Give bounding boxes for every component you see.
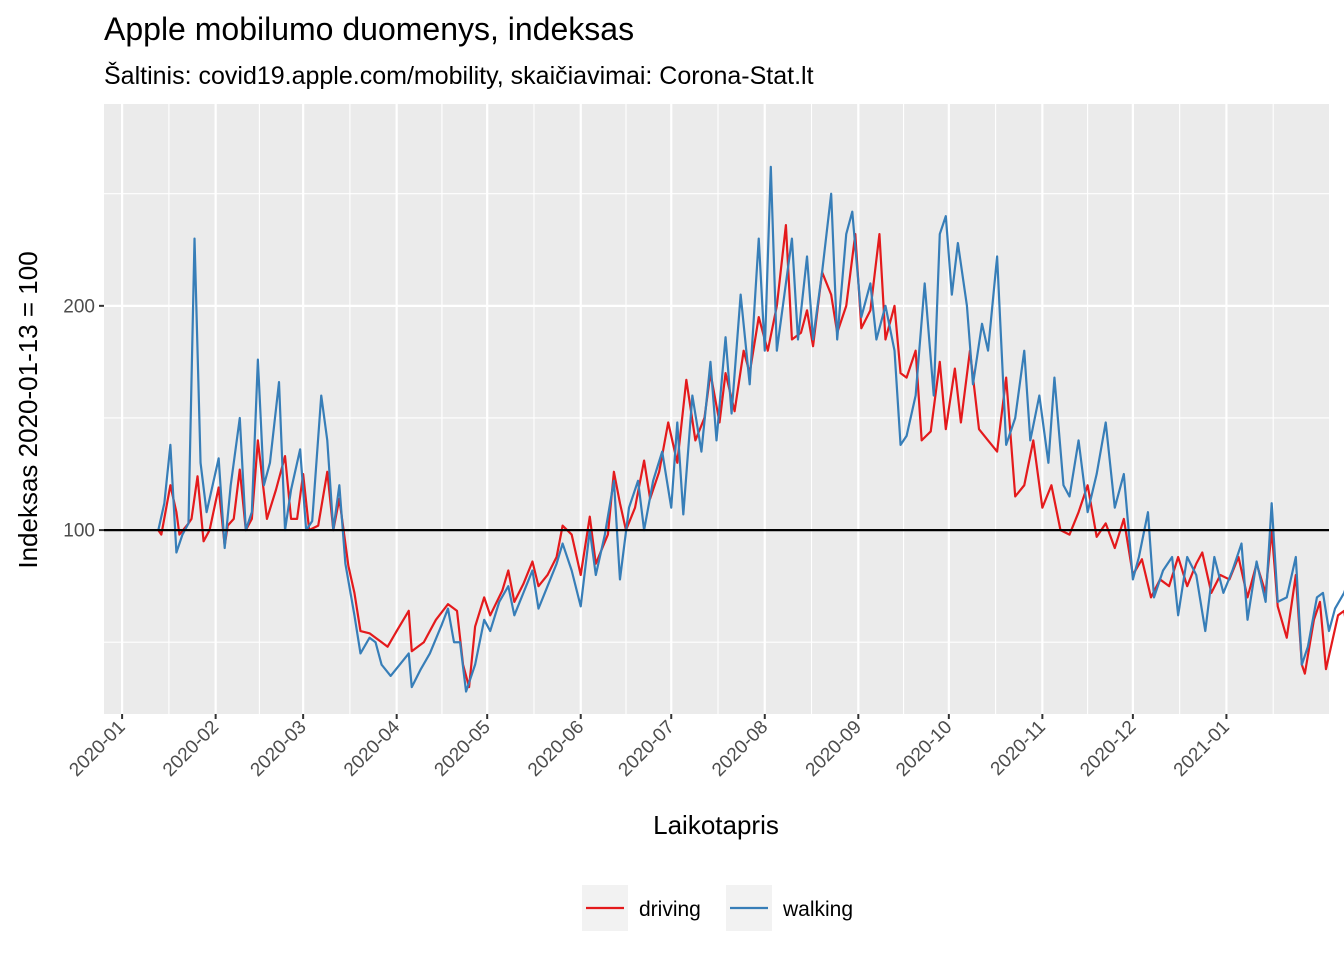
x-tick-label: 2020-02 <box>159 717 223 781</box>
series-line-walking <box>157 165 1344 693</box>
series-layer <box>157 165 1344 693</box>
x-axis: 2020-01 2020-02 2020-03 2020-04 2020-05 2020-… <box>65 714 1234 781</box>
x-tick-label: 2020-01 <box>65 717 129 781</box>
x-tick-label: 2020-06 <box>524 717 588 781</box>
legend-label-walking: walking <box>782 898 853 921</box>
x-tick-label: 2020-05 <box>431 717 495 781</box>
x-tick-label: 2020-04 <box>340 716 404 780</box>
x-tick-label: 2021-01 <box>1170 717 1234 781</box>
x-tick-label: 2020-12 <box>1076 717 1140 781</box>
legend: driving walking <box>582 885 853 931</box>
x-tick-label: 2020-10 <box>892 717 956 781</box>
series-line-driving <box>157 224 1344 689</box>
y-tick-label: 200 <box>63 296 95 317</box>
x-tick-label: 2020-09 <box>802 717 866 781</box>
legend-label-driving: driving <box>639 898 701 921</box>
x-tick-label: 2020-03 <box>247 717 311 781</box>
x-axis-title: Laikotapris <box>653 810 779 840</box>
chart-subtitle: Šaltinis: covid19.apple.com/mobility, sk… <box>104 61 814 90</box>
x-tick-label: 2020-11 <box>987 717 1050 780</box>
chart-title: Apple mobilumo duomenys, indeksas <box>104 11 634 47</box>
y-axis: 100 200 <box>63 296 104 542</box>
y-tick-label: 100 <box>63 521 95 542</box>
y-axis-title: Indeksas 2020-01-13 = 100 <box>13 251 43 568</box>
x-tick-label: 2020-08 <box>708 717 772 781</box>
x-tick-label: 2020-07 <box>615 717 679 781</box>
